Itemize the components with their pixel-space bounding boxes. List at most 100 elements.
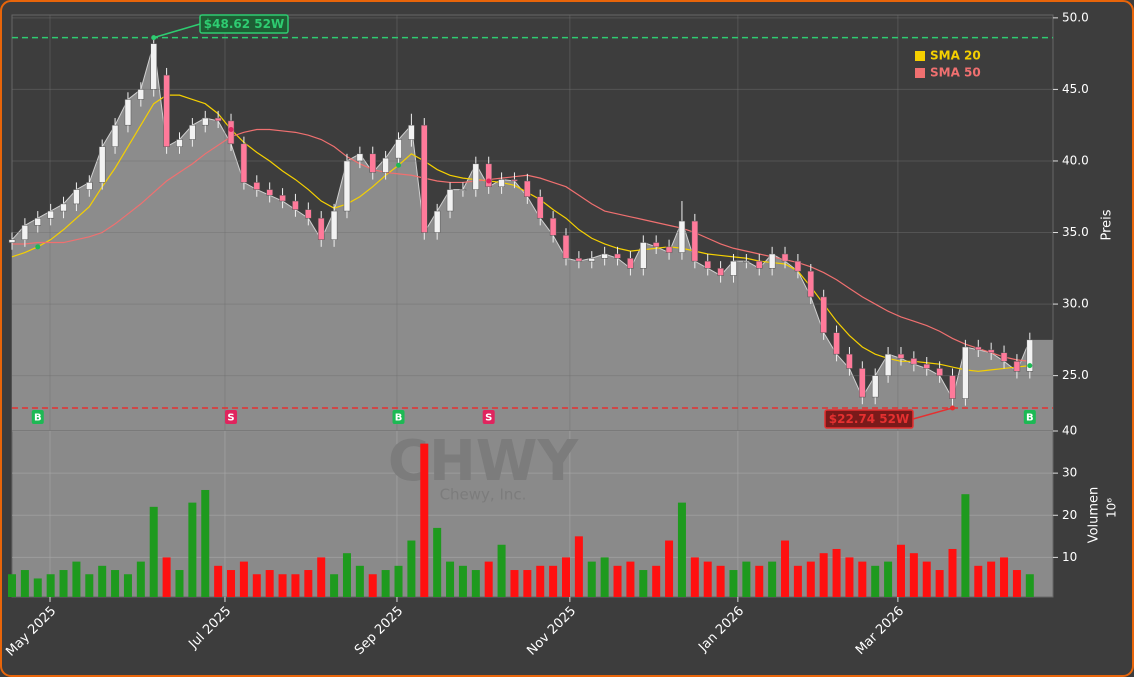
volume-bar [446,561,455,597]
volume-bar [536,565,545,597]
candle-body [614,253,621,259]
volume-bar [162,557,171,597]
y-tick-label: 35.0 [1062,225,1089,239]
candle-body [253,182,261,190]
signal-label: S [485,413,492,424]
annotation-arrow [153,23,201,39]
volume-bar [149,506,158,597]
candle-body [34,217,42,226]
sma-line [12,128,1030,362]
volume-bar [677,502,686,597]
candle-body [601,253,608,259]
signal-dot [486,178,492,184]
candle-body [846,353,853,369]
signal-label: B [395,413,403,424]
volume-bar [201,489,210,597]
volume-bar [368,574,377,597]
volume-bar [574,536,583,597]
volume-bar [342,553,351,597]
volume-bar [793,565,802,597]
volume-bar [819,553,828,597]
candle-body [330,210,338,240]
annotation-label: $22.74 52W [829,412,909,426]
candle-body [292,200,299,210]
candle-body [704,260,711,269]
volume-bar [330,574,339,597]
candle-body [111,124,119,147]
volume-bar [20,570,29,597]
volume-bar [72,561,81,597]
volume-bar [1025,574,1034,597]
candle-body [1013,361,1021,372]
candle-body [588,258,596,262]
y-tick-label: 25.0 [1062,368,1089,382]
candle-body [395,139,402,159]
signal-label: S [227,413,234,424]
signal-dot [228,126,234,132]
volume-bar [665,540,674,597]
volume-bar [111,570,120,597]
volume-bar [59,570,68,597]
candle-body [627,258,634,269]
volume-bar [755,565,764,597]
candle-body [511,179,518,182]
candle-body [163,74,170,147]
candle-body [536,196,544,219]
volume-bar [639,570,648,597]
volume-bar [98,565,107,597]
volume-bar [832,548,841,597]
candle-body [962,346,969,399]
candle-body [240,143,248,183]
candle-body [343,160,351,212]
candle-body [859,368,866,398]
volume-bar [922,561,931,597]
candle-body [884,353,892,376]
signal-dot [1027,363,1033,369]
volume-bar [549,565,558,597]
candle-body [756,260,763,269]
signal-badge [31,410,44,424]
candle-body [923,363,930,369]
volume-bar [845,557,854,597]
candle-body [8,239,16,243]
candle-body [227,120,235,145]
volume-bar [781,540,790,597]
volume-bar [252,574,261,597]
candle-body [266,189,273,196]
legend-label: SMA 50 [930,66,981,80]
candle-body [150,43,157,90]
signal-label: B [1026,413,1034,424]
candle-body [1000,352,1008,362]
annotation-label: $48.62 52W [204,17,284,31]
volume-bar [1000,557,1009,597]
volume-axis-label: Volumen [1087,487,1102,544]
candle-body [21,225,29,240]
volume-bar [458,565,467,597]
volume-bar [884,561,893,597]
plot: forexsignale.trade25.030.035.040.045.050… [3,10,1118,659]
volume-bar [304,570,313,597]
sma-line [11,94,1030,372]
volume-bar [587,561,596,597]
signal-badge [1023,410,1036,424]
candle-body [781,253,789,262]
candle-body [807,270,815,298]
candle-body [768,253,776,269]
volume-bar [613,565,622,597]
candle-body [369,153,376,173]
annotation-tip [950,405,956,411]
volume-bar [690,557,699,597]
volume-bar [600,557,609,597]
candle-body [549,217,557,236]
candle-body [794,260,802,272]
candle-body [305,209,312,219]
annotation-box [199,14,289,34]
volume-bar [317,557,326,597]
candle-body [640,242,647,269]
volume-bar [355,565,364,597]
candle-body [665,246,673,253]
candle-body [317,217,325,240]
volume-bar [974,565,983,597]
volume-bar [652,565,661,597]
